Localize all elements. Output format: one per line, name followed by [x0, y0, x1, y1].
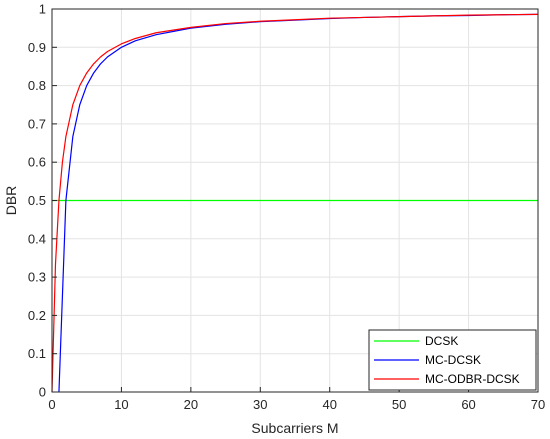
y-axis-title: DBR [3, 186, 19, 216]
y-tick-label: 0.2 [28, 308, 46, 323]
y-tick-label: 0.7 [28, 116, 46, 131]
y-tick-label: 0.9 [28, 40, 46, 55]
x-tick-label: 50 [392, 397, 406, 412]
legend-label: DCSK [425, 334, 458, 348]
series-line-mc-odbr-dcsk [51, 13, 539, 393]
x-axis-title: Subcarriers M [251, 420, 338, 436]
axis-ticks: 0 10 20 30 40 50 60 70 0 0.1 0.2 0.3 0.4 0.5 0.6 0.7 0.8… [28, 2, 545, 413]
x-tick-label: 30 [253, 397, 267, 412]
x-tick-label: 10 [114, 397, 128, 412]
y-tick-label: 0.1 [28, 346, 46, 361]
y-tick-label: 0.4 [28, 231, 46, 246]
y-tick-label: 0.3 [28, 270, 46, 285]
x-tick-label: 20 [184, 397, 198, 412]
y-tick-label: 0.8 [28, 78, 46, 93]
legend-label: MC-ODBR-DCSK [425, 372, 520, 386]
y-tick-label: 0.5 [28, 193, 46, 208]
x-tick-label: 70 [531, 397, 545, 412]
legend: DCSK MC-DCSK MC-ODBR-DCSK [368, 329, 537, 391]
series-lines [51, 13, 539, 393]
y-tick-label: 1 [39, 2, 46, 17]
y-tick-label: 0 [39, 385, 46, 400]
x-tick-label: 0 [48, 397, 55, 412]
x-tick-label: 40 [322, 397, 336, 412]
x-tick-label: 60 [461, 397, 475, 412]
legend-label: MC-DCSK [425, 353, 481, 367]
y-tick-label: 0.6 [28, 155, 46, 170]
